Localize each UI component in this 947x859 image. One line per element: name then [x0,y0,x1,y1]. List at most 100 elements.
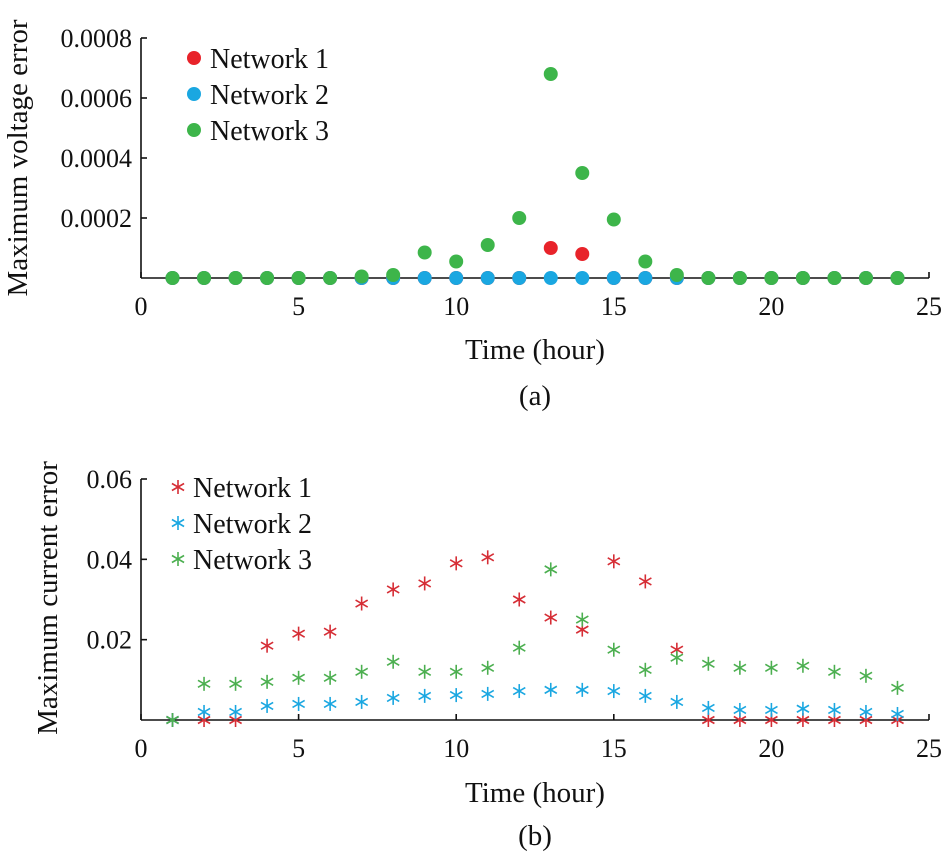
marker-stroke [670,653,684,662]
marker-stroke [701,703,715,713]
y-tick-label: 0.0006 [61,84,133,113]
marker-stroke [323,673,337,683]
marker-stroke [575,685,589,695]
x-tick-label: 5 [292,734,305,763]
marker-stroke [764,663,778,672]
data-point-series-3 [858,271,873,285]
data-point-series-2 [575,271,590,285]
marker-stroke [827,705,841,715]
marker-stroke [171,518,185,528]
panel-caption: (b) [518,820,552,852]
data-point-series-2 [512,271,527,285]
data-point-series-3 [607,642,621,657]
marker-stroke [827,667,841,676]
marker-stroke [386,585,400,594]
data-point-series-1 [386,582,400,597]
y-tick-label: 0.0004 [61,144,133,173]
data-point-series-1 [481,550,495,565]
legend-label: Network 3 [193,545,312,576]
data-point-series-1 [418,576,432,591]
data-point-series-2 [796,701,810,716]
data-points [166,550,904,727]
data-points [165,67,905,285]
legend-marker [171,516,185,530]
data-point-series-1 [543,241,558,255]
marker-stroke [638,665,652,674]
y-tick-label: 0.0002 [61,204,133,233]
marker-stroke [197,679,211,689]
marker-stroke [796,661,810,670]
x-axis-label: Time (hour) [465,777,605,809]
legend-marker [187,87,201,101]
data-point-series-2 [197,704,211,719]
data-point-series-2 [512,684,526,699]
data-point-series-3 [386,268,401,282]
marker-stroke [733,705,747,715]
marker-stroke [670,697,684,707]
marker-stroke [481,663,495,672]
marker-stroke [260,641,274,650]
data-point-series-3 [827,271,842,285]
data-point-series-1 [512,592,526,607]
marker-stroke [733,663,747,672]
marker-stroke [449,667,463,676]
marker-stroke [260,701,274,711]
data-point-series-3 [418,664,432,679]
marker-stroke [229,707,243,717]
legend-label: Network 2 [210,80,329,111]
marker-stroke [355,667,369,676]
data-point-series-3 [796,658,810,673]
data-point-series-3 [795,271,810,285]
y-tick-label: 0.04 [87,545,133,574]
data-point-series-2 [355,694,369,709]
data-point-series-2 [764,702,778,717]
data-point-series-2 [543,271,558,285]
legend-marker [187,51,201,65]
data-point-series-3 [638,254,653,269]
marker-stroke [323,699,337,709]
marker-stroke [607,557,621,566]
legend-label: Network 1 [210,44,329,75]
panel-caption: (a) [519,380,551,412]
data-point-series-1 [260,638,274,653]
data-point-series-3 [638,662,652,677]
marker-stroke [449,559,463,568]
marker-stroke [544,565,558,574]
data-point-series-2 [733,702,747,717]
marker-stroke [733,715,747,725]
marker-stroke [701,715,715,725]
data-point-series-3 [512,640,526,655]
data-point-series-2 [292,696,306,711]
x-tick-label: 10 [443,292,469,321]
legend: Network 1 Network 2 Network 3 [171,473,312,576]
data-point-series-2 [229,704,243,719]
data-point-series-2 [606,271,621,285]
data-point-series-3 [512,211,527,225]
data-point-series-3 [606,212,621,227]
data-point-series-2 [417,271,432,285]
data-point-series-3 [291,271,306,285]
marker-stroke [544,613,558,622]
x-tick-label: 10 [443,734,469,763]
marker-stroke [418,667,432,676]
y-axis-label: Maximum current error [32,461,64,735]
marker-stroke [197,715,211,725]
data-point-series-3 [197,676,211,691]
data-point-series-1 [355,596,369,611]
marker-stroke [418,579,432,588]
legend-marker [171,480,185,494]
data-point-series-3 [543,67,558,81]
data-point-series-3 [701,271,716,285]
data-point-series-1 [575,247,590,261]
marker-stroke [827,715,841,725]
marker-stroke [323,627,337,636]
marker-stroke [229,715,243,725]
marker-stroke [197,707,211,717]
data-point-series-3 [323,271,338,285]
x-tick-label: 5 [292,292,305,321]
marker-stroke [859,715,873,725]
data-point-series-1 [638,574,652,589]
data-point-series-3 [701,656,715,671]
marker-stroke [544,685,558,695]
data-point-series-3 [355,664,369,679]
